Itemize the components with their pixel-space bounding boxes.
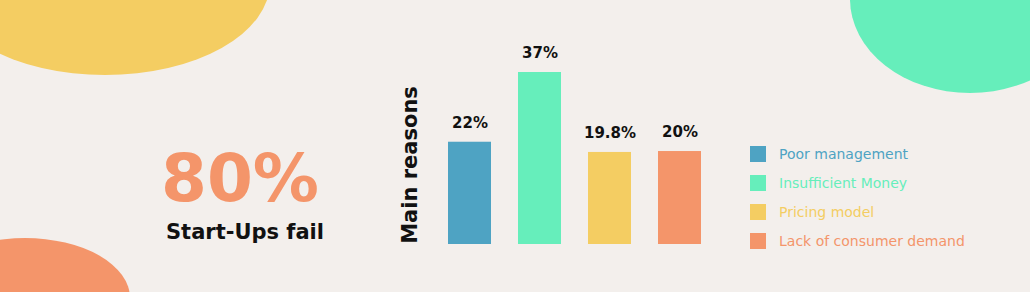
html-text:Insufficient Money: Insufficient Money xyxy=(779,174,908,191)
html-text:80%: 80% xyxy=(161,139,319,217)
html-text:Pricing model: Pricing model xyxy=(779,203,875,220)
html-text:Lack of consumer demand: Lack of consumer demand xyxy=(779,232,965,249)
svg-text:20%: 20% xyxy=(662,123,698,141)
svg-text:37%: 37% xyxy=(522,44,558,62)
html-text:Start-Ups fail: Start-Ups fail xyxy=(166,220,324,244)
svg-text:22%: 22% xyxy=(452,114,488,132)
html-text:Poor management: Poor management xyxy=(779,145,909,162)
svg-text:19.8%: 19.8% xyxy=(584,124,636,142)
html-text:Main reasons: Main reasons xyxy=(398,86,422,244)
